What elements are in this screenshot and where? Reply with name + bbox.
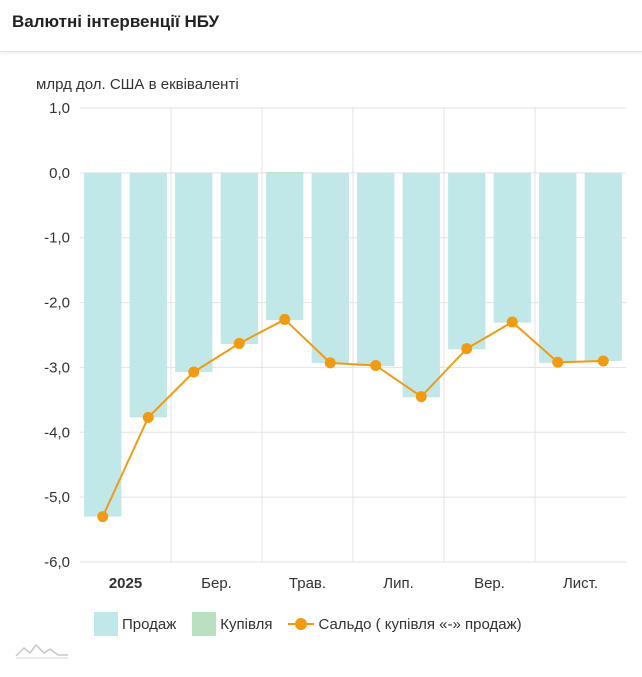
bar-sales <box>266 172 304 321</box>
legend-label-purchases: Купівля <box>220 615 273 633</box>
x-tick-label: Лист. <box>563 575 598 592</box>
y-tick-label: -6,0 <box>44 554 70 571</box>
bar-sales <box>402 172 440 398</box>
balance-point <box>506 316 518 328</box>
legend-swatch-balance <box>288 612 315 636</box>
balance-point <box>233 337 245 349</box>
balance-point <box>415 391 427 403</box>
bar-sales <box>493 172 531 323</box>
y-tick-label: -3,0 <box>44 359 70 376</box>
balance-point <box>552 356 564 368</box>
bar-sales <box>220 172 258 345</box>
x-tick-label: Вер. <box>474 575 505 592</box>
bar-sales <box>129 172 167 418</box>
x-tick-label: 2025 <box>109 575 142 592</box>
balance-point <box>279 313 291 325</box>
balance-point <box>97 511 109 523</box>
chart-legend: Продаж Купівля Сальдо ( купівля «-» прод… <box>94 610 538 638</box>
y-tick-label: -5,0 <box>44 489 70 506</box>
balance-point <box>324 357 336 369</box>
legend-swatch-sales <box>94 612 118 636</box>
x-tick-label: Бер. <box>201 575 232 592</box>
y-tick-label: 1,0 <box>49 100 70 117</box>
balance-point <box>597 355 609 367</box>
balance-point <box>461 343 473 355</box>
balance-point <box>142 411 154 423</box>
bar-sales <box>311 172 349 363</box>
legend-item-balance[interactable]: Сальдо ( купівля «-» продаж) <box>288 612 522 636</box>
balance-line <box>101 318 604 518</box>
legend-label-balance: Сальдо ( купівля «-» продаж) <box>318 615 522 633</box>
brand-logo-icon <box>15 643 68 659</box>
bar-sales <box>357 172 395 367</box>
chart-header: Валютні інтервенції НБУ <box>0 0 642 52</box>
x-tick-label: Лип. <box>383 575 414 592</box>
y-tick-label: -4,0 <box>44 424 70 441</box>
y-axis-unit-label: млрд дол. США в еквіваленті <box>36 76 239 93</box>
bar-sales <box>175 172 213 372</box>
legend-item-sales[interactable]: Продаж <box>94 612 176 636</box>
bar-sales <box>539 172 577 363</box>
chart-title: Валютні інтервенції НБУ <box>12 12 220 31</box>
balance-point <box>370 359 382 371</box>
bar-sales <box>584 172 622 361</box>
chart-plot: 1,0 0,0 -1,0 -2,0 -3,0 -4,0 -5,0 -6,0 2025 Бер. Тр… <box>44 100 626 592</box>
bar-purchases <box>266 172 304 174</box>
bar-sales <box>448 172 486 350</box>
x-tick-label: Трав. <box>289 575 326 592</box>
y-tick-label: -1,0 <box>44 230 70 247</box>
bar-sales <box>84 172 122 517</box>
legend-swatch-purchases <box>192 612 217 636</box>
y-tick-label: -2,0 <box>44 295 70 312</box>
y-tick-label: 0,0 <box>49 165 70 182</box>
balance-point <box>188 366 200 378</box>
legend-label-sales: Продаж <box>122 615 177 633</box>
legend-item-purchases[interactable]: Купівля <box>192 612 272 636</box>
